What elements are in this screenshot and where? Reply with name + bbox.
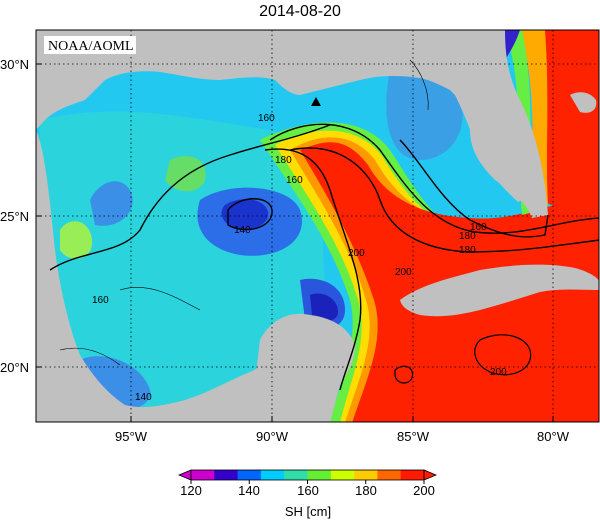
contour-label: 180	[275, 155, 292, 166]
contour-160-east	[399, 139, 549, 238]
lon-tick-label: 85°W	[397, 429, 430, 444]
lon-tick-label: 95°W	[115, 429, 148, 444]
contour-label: 180	[459, 231, 476, 242]
eddy-blue-northeast	[386, 66, 463, 160]
contour-label: 160	[258, 113, 275, 124]
axis-ticks	[36, 63, 554, 422]
colorbar-tick-label: 180	[355, 483, 377, 498]
colorbar-swatch	[260, 470, 285, 480]
contour-label: 140	[135, 392, 152, 403]
colorbar-swatch	[284, 470, 308, 480]
lon-tick-label: 80°W	[537, 429, 570, 444]
contour-label: 140	[234, 225, 251, 236]
credit-label: NOAA/AOML	[48, 39, 134, 54]
land-yucatan	[250, 313, 355, 422]
contour-180	[269, 123, 599, 234]
map-plot-area	[36, 30, 599, 422]
map-frame	[35, 29, 600, 423]
contour-label: 160	[92, 295, 109, 306]
eddy-blue-west	[90, 181, 133, 226]
station-marker-icon	[311, 97, 321, 106]
credit-box	[44, 36, 136, 54]
colorbar-swatch	[330, 470, 355, 480]
contour-lines	[49, 59, 599, 391]
contour-160-west	[49, 124, 331, 271]
colorbar-tick-label: 120	[180, 483, 202, 498]
contour-label: 180	[459, 245, 476, 256]
colorbar-swatch	[191, 470, 215, 480]
colorbar-tick-label: 140	[238, 483, 260, 498]
contour-label: 200	[395, 267, 412, 278]
colorbar-swatch	[214, 470, 239, 480]
colorbar-swatch	[354, 470, 378, 480]
contour-200-loop	[264, 148, 362, 391]
contour-label: 160	[286, 175, 303, 186]
colorbar-under-arrow	[177, 469, 192, 481]
colorbar-tick-label: 200	[413, 483, 435, 498]
contour-label: 200	[348, 248, 365, 259]
lat-tick-label: 25°N	[0, 209, 29, 224]
colorbar-swatch	[377, 470, 402, 480]
land-bahamas	[570, 92, 597, 113]
land-us-coast	[36, 30, 548, 218]
contour-label: 200	[490, 367, 507, 378]
graticule	[36, 30, 599, 422]
contour-label-group: 160 180 160 140 180 200 160 180 200 160 …	[92, 113, 507, 403]
lon-tick-label: 90°W	[256, 429, 289, 444]
colorbar-swatch	[307, 470, 332, 480]
land-cuba	[400, 264, 599, 317]
colorbar-title: SH [cm]	[285, 504, 331, 519]
lat-tick-label: 30°N	[0, 57, 29, 72]
colorbar-tick-label: 160	[297, 483, 319, 498]
colorbar-swatch	[400, 470, 425, 480]
eddy-green-west	[60, 221, 93, 259]
colorbar-tick-labels: 120 140 160 180 200	[180, 483, 435, 498]
colorbar	[177, 469, 438, 484]
land-florida	[455, 88, 526, 202]
contour-label: 160	[470, 222, 487, 233]
colorbar-over-arrow	[423, 469, 438, 481]
colorbar-swatch	[237, 470, 262, 480]
map-title: 2014-08-20	[259, 3, 341, 20]
lat-tick-label: 20°N	[0, 360, 29, 375]
eddy-green-center	[165, 156, 206, 192]
